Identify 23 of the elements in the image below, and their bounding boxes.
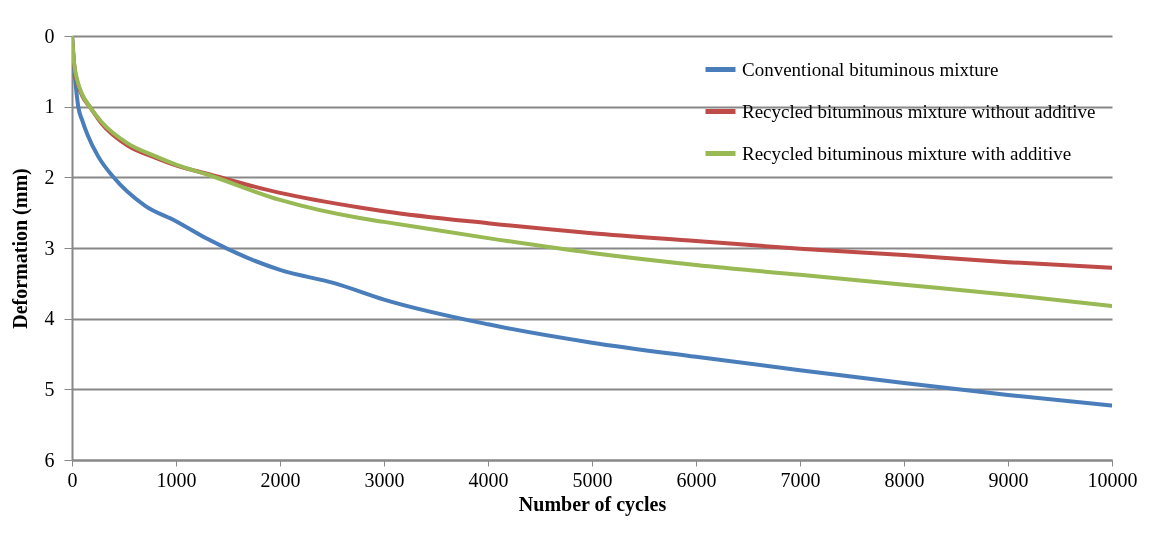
x-axis-title: Number of cycles bbox=[518, 492, 667, 516]
y-tick-label: 1 bbox=[44, 95, 55, 118]
y-axis-title: Deformation (mm) bbox=[8, 168, 32, 329]
x-tick-label: 9000 bbox=[988, 468, 1029, 491]
y-tick-label: 3 bbox=[44, 236, 55, 259]
y-tick-label: 0 bbox=[44, 24, 55, 47]
x-tick-label: 10000 bbox=[1087, 468, 1138, 491]
y-tick-label: 2 bbox=[44, 165, 55, 188]
y-tick-label: 6 bbox=[44, 448, 55, 471]
x-tick-label: 7000 bbox=[780, 468, 821, 491]
x-tick-label: 5000 bbox=[572, 468, 613, 491]
x-tick-label: 1000 bbox=[156, 468, 197, 491]
x-tick-label: 2000 bbox=[260, 468, 301, 491]
legend-label: Conventional bituminous mixture bbox=[742, 58, 999, 80]
y-tick-label: 5 bbox=[44, 377, 55, 400]
legend-label: Recycled bituminous mixture without additive bbox=[742, 100, 1096, 122]
legend-label: Recycled bituminous mixture with additive bbox=[742, 142, 1072, 164]
x-tick-label: 3000 bbox=[364, 468, 405, 491]
x-tick-label: 4000 bbox=[468, 468, 509, 491]
x-tick-label: 0 bbox=[67, 468, 78, 491]
x-tick-label: 8000 bbox=[884, 468, 925, 491]
x-tick-label: 6000 bbox=[676, 468, 717, 491]
y-tick-label: 4 bbox=[44, 307, 55, 330]
